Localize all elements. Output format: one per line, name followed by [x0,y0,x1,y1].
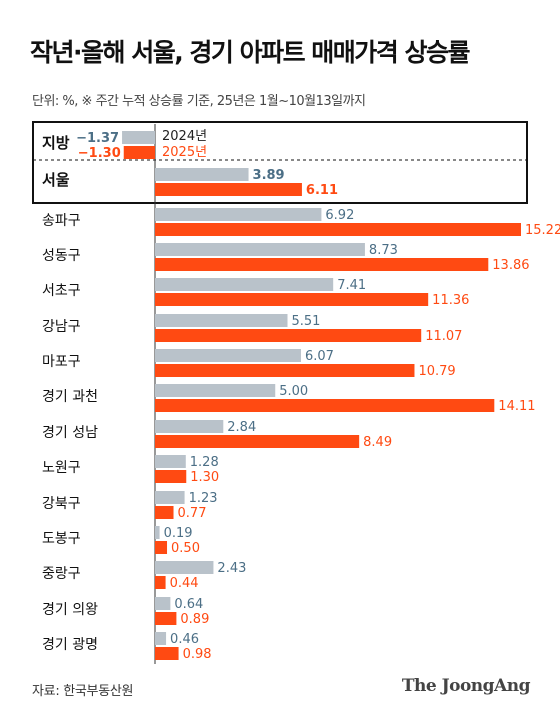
value-label-2024: −1.37 [76,131,119,146]
bar-2024 [155,597,171,610]
bar-2025 [123,146,155,159]
value-label-2024: 3.89 [253,168,285,183]
bar-2025 [155,541,168,554]
category-label: 서초구 [42,283,81,299]
value-label-2025: 0.98 [183,647,212,662]
bar-2025 [155,399,495,412]
category-label: 경기 성남 [42,425,98,441]
value-label-2025: 8.49 [363,435,392,450]
bar-2025 [155,647,179,660]
value-label-2025: 15.22 [525,223,560,238]
source-note: 자료: 한국부동산원 [32,684,134,699]
value-label-2024: 6.07 [305,349,334,364]
category-label: 경기 과천 [42,389,98,405]
value-label-2024: 0.19 [164,526,193,541]
bar-2025 [155,364,415,377]
category-label: 마포구 [42,354,81,370]
value-label-2024: 8.73 [369,243,398,258]
bar-2025 [155,470,187,483]
bar-2025 [155,223,521,236]
bar-2024 [155,278,334,291]
value-label-2025: 0.44 [170,576,199,591]
highlight-box [32,121,528,204]
category-label: 강남구 [42,319,81,335]
bar-2025 [155,293,429,306]
value-label-2025: 11.07 [425,329,462,344]
category-label: 도봉구 [42,531,81,547]
bar-2024 [155,168,249,181]
value-label-2024: 1.28 [190,455,219,470]
value-label-2025: 1.30 [190,470,219,485]
category-label: 중랑구 [42,566,81,582]
category-label: 경기 광명 [42,637,98,653]
bar-2024 [155,491,185,504]
bar-2025 [155,576,166,589]
value-label-2024: 0.46 [170,632,199,647]
value-label-2025: 0.50 [171,541,200,556]
category-label: 노원구 [42,460,81,476]
value-label-2025: 10.79 [418,364,455,379]
value-label-2024: 5.00 [279,384,308,399]
bar-2025 [155,612,177,625]
value-label-2025: −1.30 [78,146,121,161]
bar-2024 [155,384,276,397]
category-label: 성동구 [42,248,81,264]
value-label-2025: 11.36 [432,293,469,308]
bar-2025 [155,435,360,448]
chart-subtitle: 단위: %, ※ 주간 누적 상승률 기준, 25년은 1월~10월13일까지 [32,94,366,109]
value-label-2024: 1.23 [189,491,218,506]
value-label-2025: 13.86 [492,258,529,273]
category-label: 경기 의왕 [42,602,98,618]
legend-2025: 2025년 [162,145,207,160]
bar-2024 [155,349,301,362]
bar-2024 [122,131,155,144]
category-label: 강북구 [42,496,81,512]
bar-2024 [155,561,214,574]
bar-2024 [155,632,167,645]
bar-2024 [155,208,322,221]
value-label-2025: 0.89 [180,612,209,627]
value-label-2024: 0.64 [174,597,203,612]
value-label-2025: 6.11 [306,183,338,198]
chart-title: 작년·올해 서울, 경기 아파트 매매가격 상승률 [30,38,471,67]
category-label: 서울 [42,171,70,189]
bar-2025 [155,329,422,342]
value-label-2024: 5.51 [292,314,321,329]
bar-2024 [155,526,160,539]
bar-2024 [155,243,365,256]
value-label-2024: 7.41 [337,278,366,293]
value-label-2024: 2.43 [217,561,246,576]
value-label-2024: 6.92 [325,208,354,223]
bar-2024 [155,314,288,327]
value-label-2025: 0.77 [178,506,207,521]
legend-2024: 2024년 [162,129,207,144]
category-label: 지방 [42,134,70,152]
brand-logo: The JoongAng [401,676,531,696]
value-label-2025: 14.11 [498,399,535,414]
bar-2024 [155,420,224,433]
bar-2024 [155,455,186,468]
value-label-2024: 2.84 [227,420,256,435]
bar-2025 [155,506,174,519]
bar-2025 [155,183,302,196]
category-label: 송파구 [42,213,81,229]
bar-2025 [155,258,489,271]
